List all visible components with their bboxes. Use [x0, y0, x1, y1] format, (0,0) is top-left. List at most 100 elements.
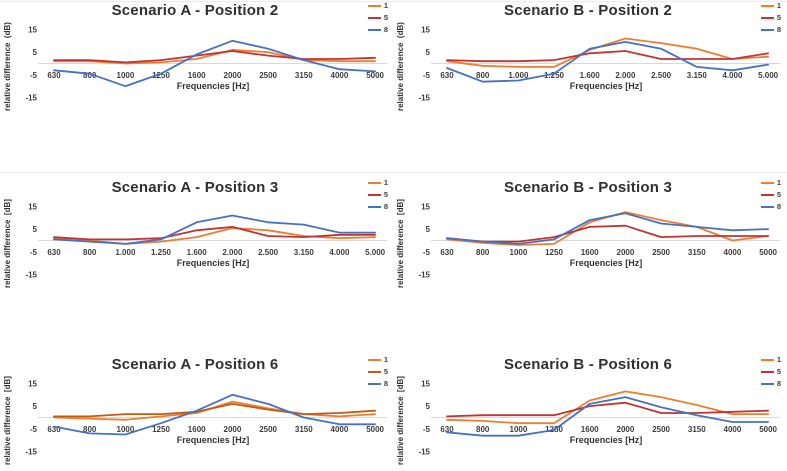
- legend: 1 5 8: [367, 1, 388, 34]
- x-tick-label: 5000: [366, 425, 384, 434]
- series-line-5: [446, 401, 770, 418]
- y-tick-label: 5: [33, 48, 38, 57]
- x-axis-label: Frequencies [Hz]: [176, 81, 250, 91]
- y-tick-label: -15: [418, 271, 430, 280]
- legend-item: 1: [367, 178, 388, 187]
- x-tick-label: 3150: [688, 248, 706, 257]
- x-tick-label: 2000: [617, 425, 635, 434]
- x-tick-label: 2500: [652, 425, 670, 434]
- series-line-8: [446, 396, 770, 437]
- legend-label: 5: [776, 367, 781, 376]
- legend-item: 8: [367, 25, 388, 34]
- x-axis-label: Frequencies [Hz]: [176, 435, 250, 445]
- legend-item: 1: [367, 1, 388, 10]
- legend-label: 5: [776, 13, 781, 22]
- series-line-8: [53, 214, 377, 245]
- legend-line-swatch: [760, 28, 774, 31]
- legend-item: 5: [367, 367, 388, 376]
- x-tick-label: 2500: [259, 425, 277, 434]
- legend-label: 1: [776, 355, 781, 364]
- series-line-5: [446, 50, 770, 63]
- y-tick-label: -5: [30, 425, 38, 434]
- x-axis-label: Frequencies [Hz]: [569, 435, 643, 445]
- legend-label: 8: [776, 379, 781, 388]
- legend-item: 1: [760, 1, 781, 10]
- series-line-8: [53, 39, 377, 88]
- x-tick-label: 1000: [117, 71, 135, 80]
- x-tick-label: 4000: [724, 248, 742, 257]
- x-tick-label: 4000: [331, 71, 349, 80]
- x-tick-label: 1600: [188, 71, 206, 80]
- chart-box: Scenario B - Position 6 1 5 8 relative d…: [393, 354, 786, 471]
- chart-panel-scenario-b-position-6: Scenario B - Position 6 1 5 8 relative d…: [393, 314, 787, 471]
- y-tick-label: 5: [33, 225, 38, 234]
- legend-item: 8: [367, 202, 388, 211]
- x-tick-label: 800: [83, 71, 97, 80]
- y-tick-label: -5: [423, 71, 431, 80]
- legend-label: 8: [776, 25, 781, 34]
- x-tick-label: 630: [440, 248, 454, 257]
- legend-line-swatch: [367, 16, 381, 19]
- series-line-8: [446, 41, 770, 83]
- x-tick-label: 800: [476, 71, 490, 80]
- x-tick-label: 2000: [224, 425, 242, 434]
- legend-line-swatch: [760, 4, 774, 7]
- y-tick-label: 15: [421, 203, 430, 212]
- chart-title: Scenario B - Position 6: [504, 356, 672, 373]
- legend: 1 5 8: [367, 178, 388, 211]
- legend-item: 1: [760, 178, 781, 187]
- x-tick-label: 800: [476, 248, 490, 257]
- separator-line: [0, 1, 787, 2]
- series-line-1: [53, 49, 377, 65]
- y-tick-label: 5: [426, 402, 431, 411]
- legend: 1 5 8: [367, 355, 388, 388]
- x-tick-label: 5000: [759, 425, 777, 434]
- x-tick-label: 800: [83, 248, 97, 257]
- legend-line-swatch: [367, 181, 381, 184]
- y-tick-label: -15: [25, 448, 37, 457]
- chart-panel-scenario-b-position-3: Scenario B - Position 3 1 5 8 relative d…: [393, 157, 787, 314]
- legend: 1 5 8: [760, 1, 781, 34]
- y-tick-label: 15: [421, 380, 430, 389]
- legend-label: 5: [383, 367, 388, 376]
- legend-label: 5: [776, 190, 781, 199]
- legend-label: 1: [776, 178, 781, 187]
- legend-label: 5: [383, 13, 388, 22]
- x-axis-label: Frequencies [Hz]: [569, 81, 643, 91]
- x-tick-label: 2.500: [258, 248, 279, 257]
- legend-item: 8: [760, 202, 781, 211]
- x-tick-label: 1.600: [187, 248, 208, 257]
- legend-item: 5: [760, 13, 781, 22]
- chart-title: Scenario B - Position 3: [504, 179, 672, 196]
- chart-title: Scenario A - Position 3: [111, 179, 279, 196]
- chart-box: Scenario B - Position 3 1 5 8 relative d…: [393, 177, 786, 294]
- y-tick-label: -5: [30, 71, 38, 80]
- y-tick-label: -5: [30, 248, 38, 257]
- legend-line-swatch: [367, 382, 381, 385]
- legend-line-swatch: [760, 205, 774, 208]
- x-tick-label: 3150: [295, 425, 313, 434]
- legend-line-swatch: [367, 193, 381, 196]
- x-tick-label: 1000: [510, 248, 528, 257]
- legend-label: 1: [383, 1, 388, 10]
- x-tick-label: 630: [47, 71, 61, 80]
- legend-label: 8: [383, 379, 388, 388]
- legend-line-swatch: [760, 16, 774, 19]
- legend-item: 1: [367, 355, 388, 364]
- x-tick-label: 4.000: [329, 248, 350, 257]
- legend-item: 1: [760, 355, 781, 364]
- y-tick-label: 5: [426, 48, 431, 57]
- series-line-5: [446, 224, 770, 243]
- x-tick-label: 1000: [510, 425, 528, 434]
- x-tick-label: 5.000: [365, 248, 386, 257]
- y-tick-label: 5: [33, 402, 38, 411]
- y-tick-label: 15: [28, 380, 37, 389]
- series-line-1: [446, 37, 770, 68]
- chart-title: Scenario B - Position 2: [504, 2, 672, 19]
- chart-box: Scenario A - Position 3 1 5 8 relative d…: [0, 177, 393, 294]
- x-tick-label: 1.000: [508, 71, 529, 80]
